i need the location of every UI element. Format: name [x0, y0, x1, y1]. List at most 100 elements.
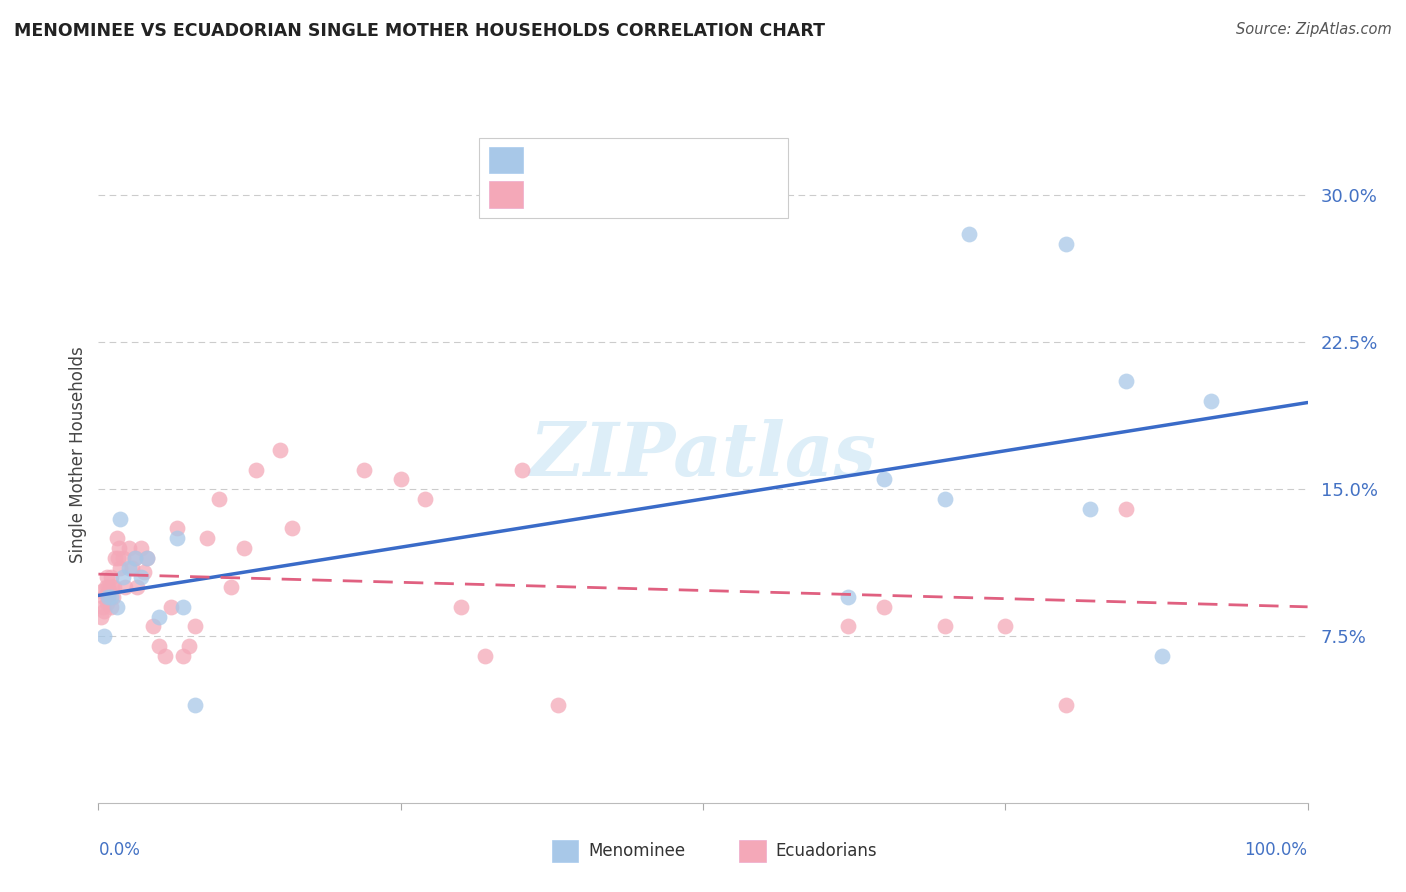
Point — [873, 472, 896, 486]
Point — [104, 550, 127, 565]
Point — [135, 550, 157, 565]
Point — [1054, 237, 1077, 252]
Point — [96, 596, 118, 610]
Text: 0.213: 0.213 — [588, 186, 645, 204]
Point — [114, 580, 136, 594]
Point — [101, 590, 124, 604]
Point — [121, 560, 143, 574]
Point — [105, 599, 128, 614]
FancyBboxPatch shape — [740, 839, 766, 862]
Point — [100, 570, 122, 584]
Point — [118, 560, 141, 574]
Text: R =: R = — [537, 186, 571, 204]
Text: 23: 23 — [717, 152, 742, 169]
Point — [994, 619, 1017, 633]
Point — [97, 590, 120, 604]
Point — [172, 648, 194, 663]
FancyBboxPatch shape — [553, 839, 578, 862]
Point — [269, 443, 291, 458]
Text: Menominee: Menominee — [588, 842, 685, 860]
Point — [108, 511, 131, 525]
Point — [413, 491, 436, 506]
Point — [111, 550, 134, 565]
Point — [1152, 648, 1174, 663]
Point — [142, 619, 165, 633]
Point — [160, 599, 183, 614]
Point — [134, 565, 156, 579]
Point — [1199, 394, 1222, 409]
Text: 58: 58 — [717, 186, 742, 204]
Text: R =: R = — [537, 152, 571, 169]
Point — [97, 580, 120, 594]
Point — [124, 550, 146, 565]
Point — [873, 599, 896, 614]
Point — [100, 590, 122, 604]
Point — [93, 590, 115, 604]
Point — [108, 560, 131, 574]
Point — [510, 462, 533, 476]
Point — [129, 541, 152, 555]
Point — [474, 648, 496, 663]
Point — [96, 570, 118, 584]
Point — [166, 531, 188, 545]
Point — [208, 491, 231, 506]
Point — [353, 462, 375, 476]
Point — [837, 619, 859, 633]
Point — [934, 491, 956, 506]
Point — [124, 550, 146, 565]
Point — [547, 698, 569, 712]
Point — [172, 599, 194, 614]
Point — [153, 648, 176, 663]
Point — [98, 584, 121, 599]
Text: MENOMINEE VS ECUADORIAN SINGLE MOTHER HOUSEHOLDS CORRELATION CHART: MENOMINEE VS ECUADORIAN SINGLE MOTHER HO… — [14, 22, 825, 40]
Point — [90, 609, 112, 624]
Point — [195, 531, 218, 545]
Point — [232, 541, 254, 555]
Point — [281, 521, 304, 535]
Point — [934, 619, 956, 633]
Point — [957, 227, 980, 242]
FancyBboxPatch shape — [489, 181, 523, 208]
Point — [103, 580, 125, 594]
Point — [100, 580, 122, 594]
Point — [127, 580, 149, 594]
Point — [450, 599, 472, 614]
Point — [118, 541, 141, 555]
Point — [100, 599, 122, 614]
Point — [245, 462, 267, 476]
Point — [221, 580, 243, 594]
Point — [93, 629, 115, 643]
Y-axis label: Single Mother Households: Single Mother Households — [69, 347, 87, 563]
Text: Ecuadorians: Ecuadorians — [776, 842, 877, 860]
Point — [148, 609, 170, 624]
Point — [148, 639, 170, 653]
Point — [107, 550, 129, 565]
Text: 0.670: 0.670 — [588, 152, 645, 169]
Point — [135, 550, 157, 565]
Text: N =: N = — [666, 152, 702, 169]
Point — [166, 521, 188, 535]
Point — [1078, 501, 1101, 516]
Point — [184, 619, 207, 633]
FancyBboxPatch shape — [479, 138, 787, 219]
Text: Source: ZipAtlas.com: Source: ZipAtlas.com — [1236, 22, 1392, 37]
Point — [97, 590, 120, 604]
Point — [108, 541, 131, 555]
Point — [93, 604, 115, 618]
Point — [1115, 501, 1137, 516]
Point — [1115, 375, 1137, 389]
Point — [184, 698, 207, 712]
Text: 0.0%: 0.0% — [98, 841, 141, 859]
Text: N =: N = — [666, 186, 702, 204]
Point — [837, 590, 859, 604]
Point — [129, 570, 152, 584]
Text: ZIPatlas: ZIPatlas — [530, 418, 876, 491]
Text: 100.0%: 100.0% — [1244, 841, 1308, 859]
Point — [94, 580, 117, 594]
Point — [111, 570, 134, 584]
FancyBboxPatch shape — [489, 146, 523, 173]
Point — [389, 472, 412, 486]
Point — [105, 531, 128, 545]
Point — [179, 639, 201, 653]
Point — [91, 584, 114, 599]
